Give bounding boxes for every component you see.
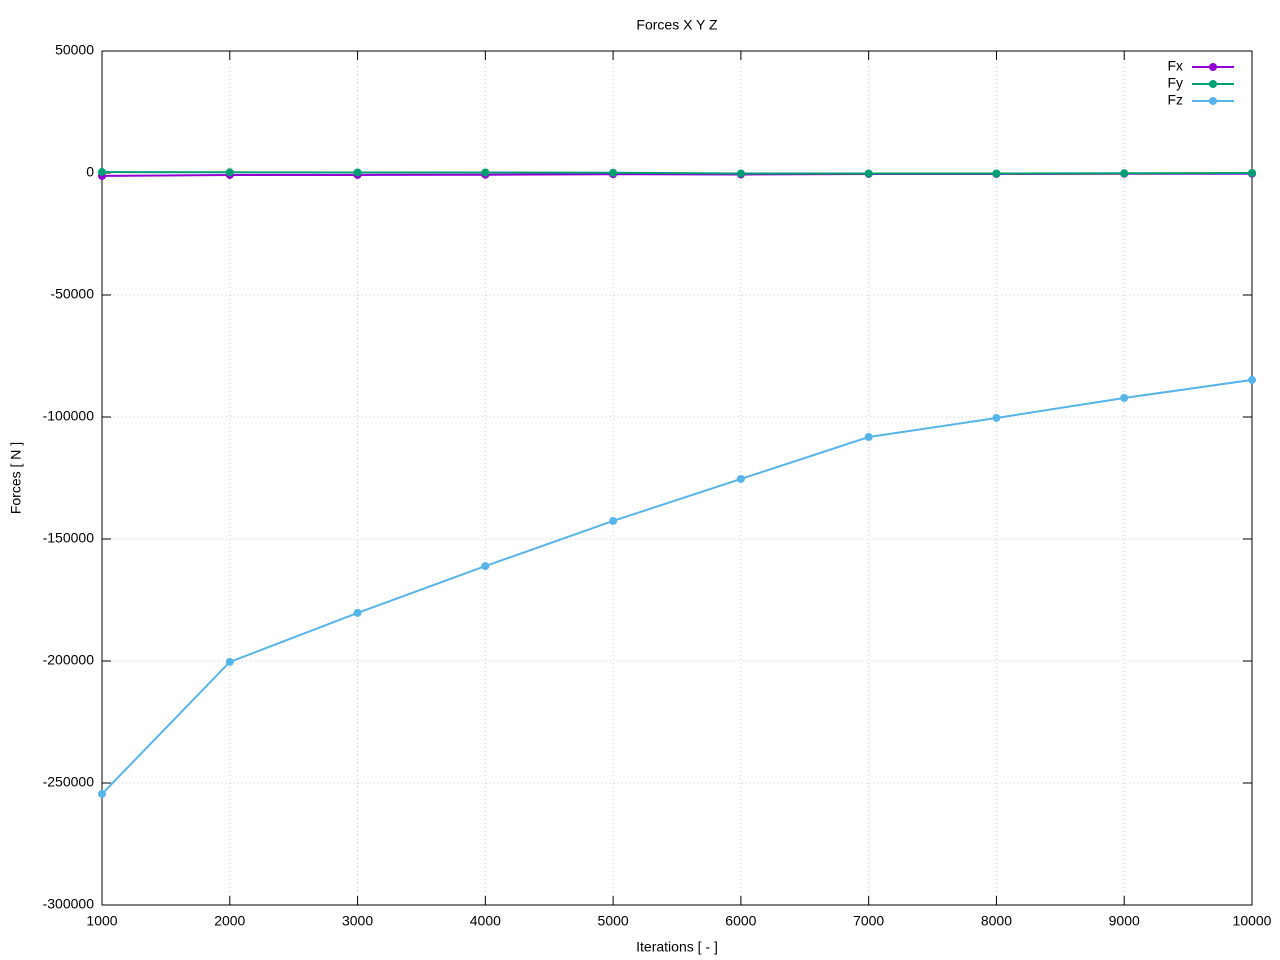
x-tick-label: 10000	[1233, 913, 1272, 929]
y-tick-label: -100000	[43, 408, 95, 424]
x-tick-label: 8000	[981, 913, 1012, 929]
data-point	[1248, 169, 1256, 177]
y-tick-label: -250000	[43, 774, 95, 790]
x-tick-label: 4000	[470, 913, 501, 929]
y-tick-label: 0	[86, 164, 94, 180]
data-point	[864, 169, 873, 178]
plot-frame	[101, 50, 1253, 906]
data-point	[481, 168, 490, 177]
data-point	[736, 169, 745, 178]
x-tick-label: 5000	[598, 913, 629, 929]
x-tick-label: 9000	[1109, 913, 1140, 929]
data-point	[992, 413, 1001, 422]
y-axis-label: Forces [ N ]	[8, 442, 24, 514]
series-line	[101, 171, 1253, 175]
y-tick-label: -50000	[50, 286, 94, 302]
data-point	[736, 474, 745, 483]
x-tick-label: 1000	[86, 913, 117, 929]
data-point	[1248, 375, 1256, 384]
data-point	[1120, 393, 1129, 402]
legend-marker	[1209, 80, 1217, 88]
y-tick-label: -150000	[43, 530, 95, 546]
x-tick-label: 6000	[725, 913, 756, 929]
data-point	[353, 168, 362, 177]
legend-label: Fy	[1167, 75, 1183, 91]
y-tick-label: -200000	[43, 652, 95, 668]
y-tick-label: -300000	[43, 896, 95, 912]
x-tick-label: 3000	[342, 913, 373, 929]
data-point	[98, 168, 106, 177]
legend-label: Fx	[1167, 58, 1183, 74]
data-point	[225, 168, 234, 177]
data-point	[481, 562, 490, 571]
data-point	[1120, 169, 1129, 178]
legend-marker	[1209, 63, 1217, 71]
data-point	[609, 516, 618, 525]
x-axis-label: Iterations [ - ]	[636, 939, 718, 955]
x-tick-label: 7000	[853, 913, 884, 929]
data-point	[353, 608, 362, 617]
data-point	[225, 657, 234, 666]
legend-marker	[1209, 97, 1217, 105]
data-point	[98, 789, 106, 798]
data-point	[609, 168, 618, 177]
data-point	[864, 433, 873, 442]
x-tick-label: 2000	[214, 913, 245, 929]
series-line	[101, 378, 1253, 795]
data-point	[992, 169, 1001, 178]
y-tick-label: 50000	[55, 42, 94, 58]
chart-title: Forces X Y Z	[636, 17, 718, 33]
legend-label: Fz	[1167, 92, 1183, 108]
